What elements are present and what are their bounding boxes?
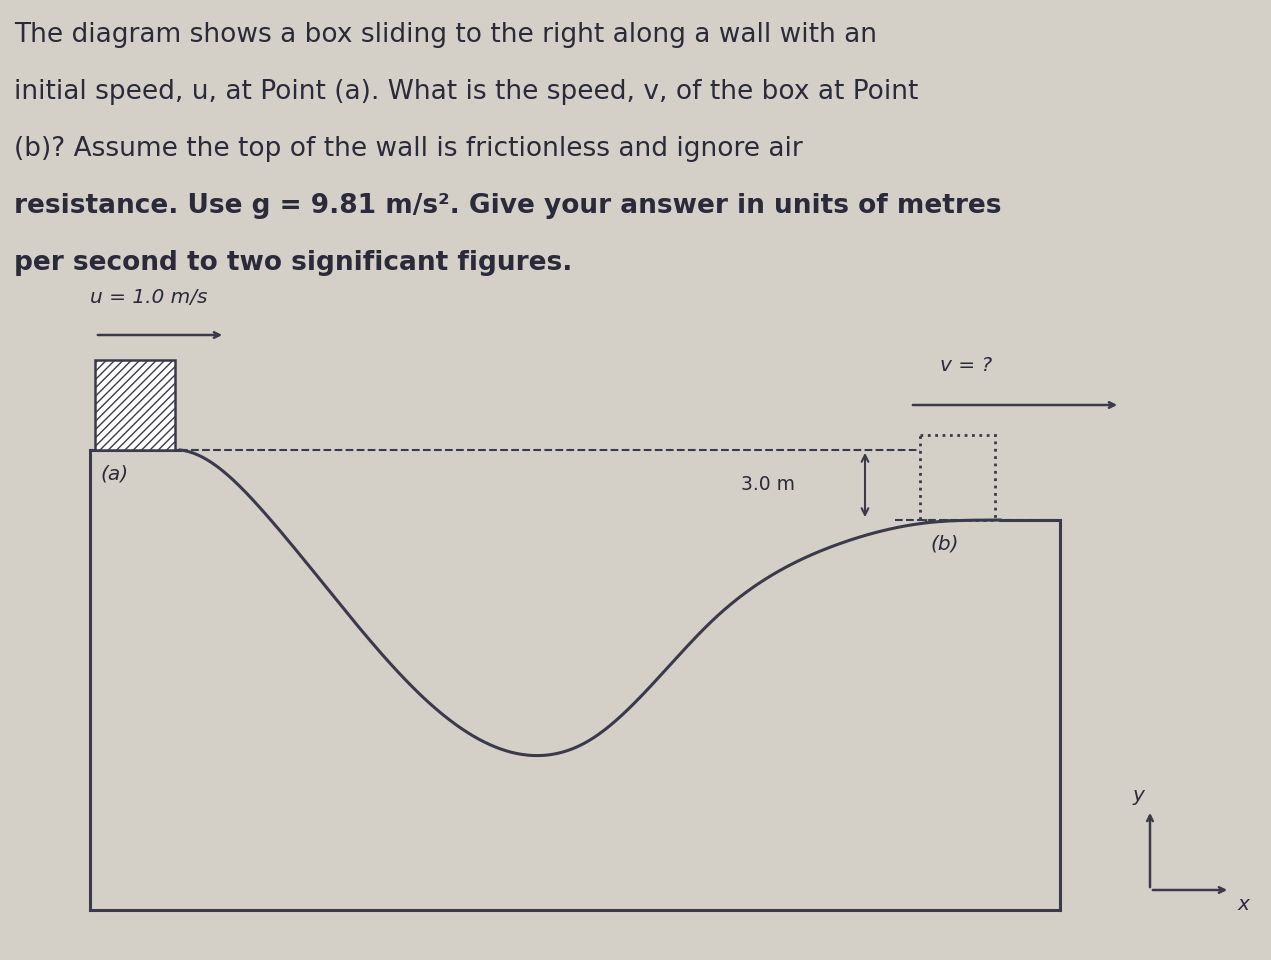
- Text: y: y: [1132, 786, 1144, 805]
- Bar: [920, 435, 995, 520]
- Text: (b)? Assume the top of the wall is frictionless and ignore air: (b)? Assume the top of the wall is frict…: [14, 136, 803, 162]
- Bar: [95, 360, 175, 450]
- Text: 3.0 m: 3.0 m: [741, 475, 794, 494]
- Text: (a): (a): [100, 465, 128, 484]
- Text: The diagram shows a box sliding to the right along a wall with an: The diagram shows a box sliding to the r…: [14, 22, 877, 48]
- Text: x: x: [1238, 895, 1249, 914]
- Text: resistance. Use g = 9.81 m/s². Give your answer in units of metres: resistance. Use g = 9.81 m/s². Give your…: [14, 193, 1002, 219]
- Text: v = ?: v = ?: [941, 356, 993, 375]
- Text: u = 1.0 m/s: u = 1.0 m/s: [90, 288, 207, 307]
- Text: (b): (b): [930, 535, 958, 554]
- Text: initial speed, u, at Point (a). What is the speed, v, of the box at Point: initial speed, u, at Point (a). What is …: [14, 79, 919, 105]
- Text: per second to two significant figures.: per second to two significant figures.: [14, 250, 572, 276]
